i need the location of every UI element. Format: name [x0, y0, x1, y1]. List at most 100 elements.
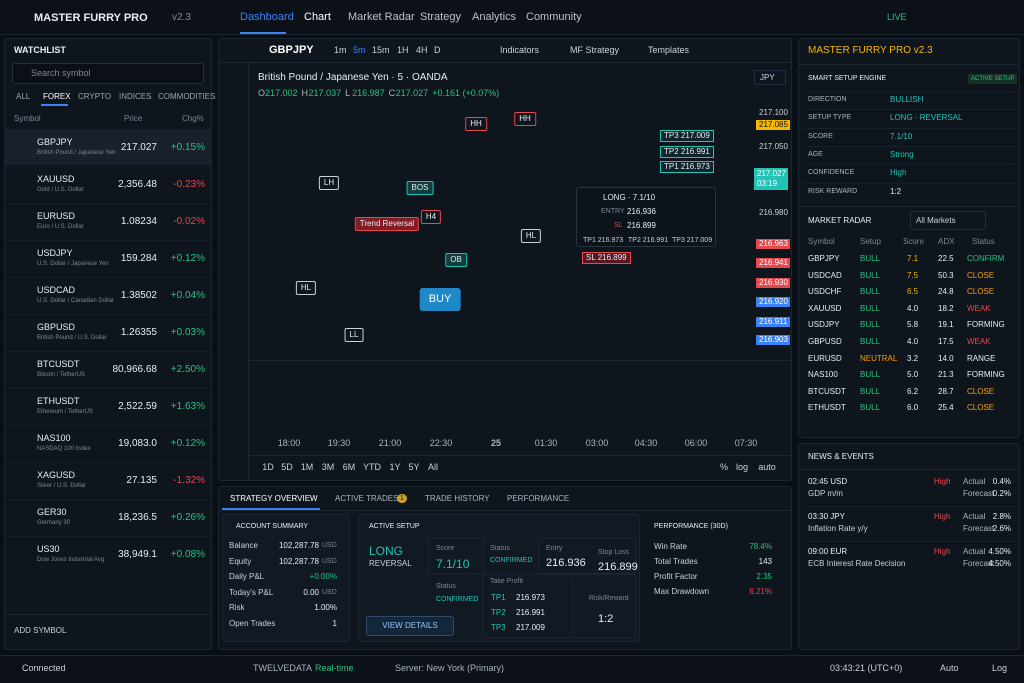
radar-score: 5.8 — [907, 320, 919, 330]
nav-item[interactable]: Analytics — [472, 11, 517, 23]
watchlist-row[interactable] — [5, 240, 211, 276]
timeframe[interactable]: 1H — [397, 45, 409, 55]
chart-symbol[interactable]: GBPJPY — [269, 44, 314, 56]
account-unit: USD — [322, 542, 337, 549]
symbol-name: NASDAQ 100 Index — [37, 446, 91, 452]
view-details-button[interactable] — [366, 616, 454, 636]
timeframe[interactable]: 5m — [353, 45, 366, 55]
time-label: 06:00 — [684, 438, 708, 448]
toolbar-button[interactable]: MF Strategy — [570, 45, 620, 55]
engine-label: SETUP TYPE — [808, 114, 852, 122]
scale-option[interactable]: auto — [758, 462, 776, 472]
range-button[interactable]: 1Y — [389, 462, 401, 472]
news-label: Actual — [963, 512, 986, 521]
symbol: XAUUSD — [37, 174, 75, 184]
time-label: 03:00 — [585, 438, 609, 448]
column-header: ADX — [938, 237, 955, 246]
range-button[interactable]: 1D — [262, 462, 274, 472]
radar-setup: BULL — [860, 337, 881, 346]
price: 38,949.1 — [118, 549, 157, 560]
auto-label[interactable]: Auto — [940, 663, 959, 673]
watchlist-row[interactable] — [5, 499, 211, 535]
watchlist-tab[interactable]: COMMODITIES — [158, 92, 216, 101]
watchlist-row[interactable] — [5, 203, 211, 239]
watchlist-tab[interactable]: ALL — [16, 92, 31, 101]
range-button[interactable]: 1M — [300, 462, 314, 472]
watchlist-tab[interactable]: INDICES — [119, 92, 152, 101]
currency-select[interactable] — [754, 70, 786, 85]
news-separator — [803, 541, 1015, 542]
watchlist-row[interactable] — [5, 129, 211, 165]
radar-symbol: GBPUSD — [808, 337, 842, 346]
bottom-tab[interactable]: STRATEGY OVERVIEW — [230, 494, 318, 503]
watchlist-row[interactable] — [5, 351, 211, 387]
watchlist-row[interactable] — [5, 277, 211, 313]
range-button[interactable]: YTD — [363, 462, 381, 472]
nav-item[interactable]: Dashboard — [240, 11, 294, 23]
watchlist-row[interactable] — [5, 388, 211, 424]
range-button[interactable]: 3M — [321, 462, 335, 472]
data-mode[interactable]: Real-time — [315, 663, 354, 673]
news-time: 09:00 EUR — [808, 547, 848, 556]
nav-item[interactable]: Community — [526, 11, 582, 23]
add-symbol[interactable]: ADD SYMBOL — [14, 626, 67, 635]
setup-score: 7.1/10 — [436, 557, 470, 571]
drawing-toolbar-line — [248, 63, 249, 481]
popup-value: 216.899 — [627, 221, 656, 230]
search-box[interactable] — [12, 63, 204, 84]
radar-status: FORMING — [967, 320, 1005, 330]
timeframe[interactable]: 4H — [416, 45, 428, 55]
range-button[interactable]: 5D — [281, 462, 293, 472]
radar-symbol: USDJPY — [808, 320, 840, 330]
symbol: BTCUSDT — [37, 359, 80, 369]
scale-option[interactable]: % — [719, 462, 729, 472]
price: 159.284 — [120, 253, 157, 264]
timeframe[interactable]: 1m — [334, 45, 347, 55]
range-button[interactable]: 6M — [342, 462, 356, 472]
nav-item[interactable]: Chart — [304, 11, 331, 23]
nav-item[interactable]: Market Radar — [348, 11, 415, 23]
account-label: Daily P&L — [229, 572, 265, 581]
button-label[interactable]: VIEW DETAILS — [382, 621, 438, 630]
buy-signal: BUY — [419, 288, 461, 311]
news-value: 0.4% — [992, 477, 1011, 486]
server[interactable]: Server: New York (Primary) — [395, 663, 505, 673]
bottom-tab[interactable]: PERFORMANCE — [507, 494, 570, 503]
market-filter[interactable] — [910, 211, 986, 230]
watchlist-tab[interactable]: FOREX — [43, 92, 71, 101]
timeframe[interactable]: D — [434, 45, 441, 55]
watchlist-row[interactable] — [5, 536, 211, 572]
scale-option[interactable]: log — [735, 462, 749, 472]
chart-title: British Pound / Japanese Yen · 5 · OANDA — [258, 72, 448, 83]
watchlist-row[interactable] — [5, 425, 211, 461]
range-bar-line — [249, 455, 791, 456]
price-scale-label: 216.941 — [756, 258, 790, 268]
radar-symbol: USDCAD — [808, 270, 842, 280]
bottom-tab[interactable]: ACTIVE TRADES — [335, 494, 399, 503]
panel-title: WATCHLIST — [14, 45, 66, 55]
engine-row — [803, 164, 1015, 181]
toolbar-button[interactable]: Indicators — [500, 45, 540, 55]
engine-value: 7.1/10 — [890, 131, 913, 141]
price-scale-label: 216.903 — [756, 335, 790, 345]
engine-row — [803, 182, 1015, 200]
watchlist-row[interactable] — [5, 462, 211, 498]
price-scale-label: 217.085 — [756, 120, 790, 130]
nav-item[interactable]: Strategy — [420, 11, 461, 23]
range-button[interactable]: All — [427, 462, 439, 472]
time-label: 01:30 — [534, 438, 558, 448]
radar-symbol: USDCHF — [808, 287, 842, 297]
change: +0.04% — [170, 290, 205, 301]
watchlist-row[interactable] — [5, 166, 211, 202]
watchlist-tab[interactable]: CRYPTO — [78, 92, 112, 101]
toolbar-button[interactable]: Templates — [648, 45, 690, 55]
log-button[interactable]: Log — [992, 663, 1008, 673]
watchlist-row[interactable] — [5, 314, 211, 350]
bottom-tab[interactable]: TRADE HISTORY — [425, 494, 490, 503]
setup-label: Status — [490, 545, 510, 552]
symbol-name: Dow Jones Industrial Avg — [37, 557, 105, 563]
range-button[interactable]: 5Y — [408, 462, 420, 472]
radar-score: 4.0 — [907, 337, 919, 346]
news-panel — [798, 443, 1020, 650]
timeframe[interactable]: 15m — [372, 45, 390, 55]
